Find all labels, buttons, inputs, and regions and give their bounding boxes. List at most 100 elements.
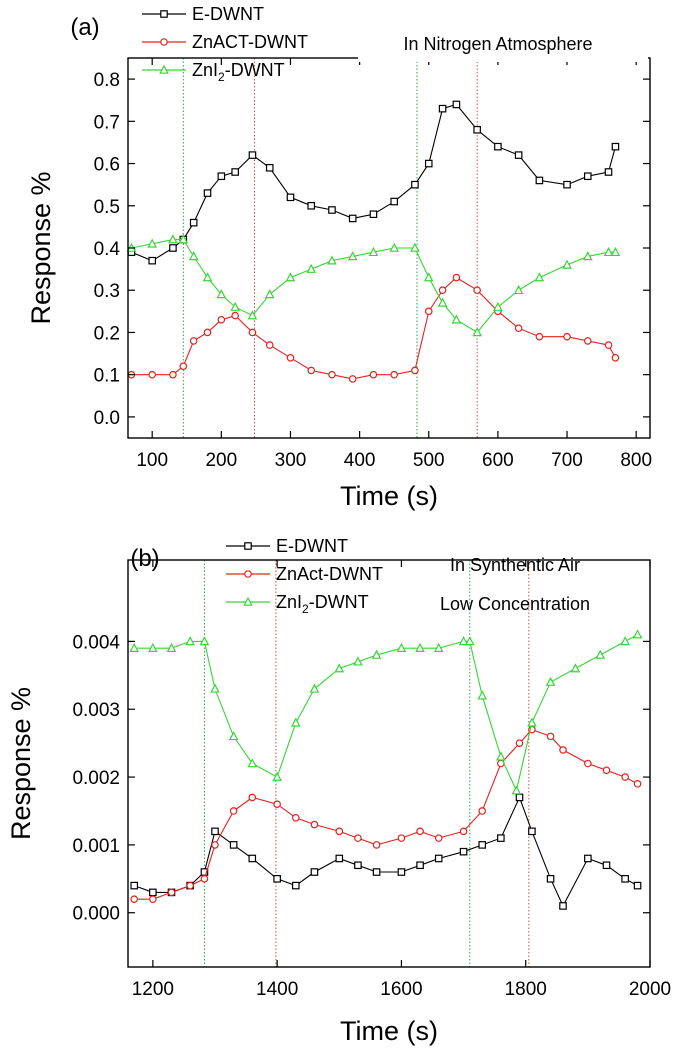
data-point xyxy=(411,366,419,375)
x-tick-label: 800 xyxy=(620,450,652,471)
data-point xyxy=(247,758,258,768)
data-point xyxy=(604,168,613,176)
data-point xyxy=(535,332,544,341)
data-point xyxy=(129,642,140,652)
x-tick-label: 1400 xyxy=(256,979,298,1000)
data-point xyxy=(272,771,282,781)
x-tick-label: 1800 xyxy=(505,979,547,1000)
plot-frame xyxy=(127,559,651,968)
data-point xyxy=(167,888,176,897)
data-point xyxy=(130,895,139,903)
data-point xyxy=(290,717,301,727)
data-point xyxy=(451,314,462,324)
data-point xyxy=(610,246,621,257)
data-point xyxy=(562,259,572,269)
x-tick-label: 1200 xyxy=(132,979,174,1000)
data-point xyxy=(397,834,406,842)
data-point xyxy=(327,255,337,265)
data-point xyxy=(602,861,611,870)
panel-label: (a) xyxy=(70,14,99,41)
data-point xyxy=(595,649,606,659)
data-point xyxy=(285,272,296,282)
data-point xyxy=(472,327,482,337)
data-point xyxy=(248,151,257,159)
series-line xyxy=(131,276,616,380)
data-point xyxy=(416,861,424,870)
data-point xyxy=(473,125,481,134)
data-point xyxy=(464,636,475,646)
data-point xyxy=(354,861,362,870)
data-point xyxy=(604,341,613,349)
data-point xyxy=(210,683,220,693)
data-point xyxy=(546,732,555,741)
data-point xyxy=(228,731,239,741)
data-point xyxy=(148,370,156,379)
data-point xyxy=(179,362,188,371)
data-point xyxy=(390,197,398,206)
data-point xyxy=(621,773,629,781)
data-point xyxy=(452,273,461,282)
x-tick-label: 1600 xyxy=(380,979,422,1000)
data-point xyxy=(231,168,239,176)
legend-label: ZnI2-DWNT xyxy=(192,60,285,84)
data-point xyxy=(247,310,258,320)
data-point xyxy=(169,370,177,379)
data-point xyxy=(477,690,488,700)
data-point xyxy=(248,793,257,802)
y-tick-label: 0.4 xyxy=(94,239,121,260)
data-point xyxy=(434,834,443,842)
data-point xyxy=(611,142,620,151)
data-point xyxy=(513,284,524,295)
data-point xyxy=(371,649,382,659)
data-point xyxy=(478,807,487,815)
data-point xyxy=(148,256,156,265)
legend-marker xyxy=(244,570,252,578)
data-point xyxy=(310,820,319,829)
data-point xyxy=(497,834,505,842)
data-point xyxy=(527,717,537,727)
data-point xyxy=(563,332,571,341)
x-tick-label: 300 xyxy=(275,450,307,471)
data-point xyxy=(309,683,320,693)
chart-panel: 1200 1400 1600 1800 2000 0.000 0.001 0.002 0.003… xyxy=(6,536,671,1046)
annotation: Low Concentration xyxy=(440,594,590,614)
data-point xyxy=(459,827,468,836)
data-point xyxy=(230,301,240,311)
data-point xyxy=(335,854,344,863)
data-point xyxy=(203,189,212,197)
data-point xyxy=(248,328,257,337)
data-point xyxy=(496,751,506,761)
data-point xyxy=(583,337,592,345)
data-point xyxy=(633,780,642,788)
data-point xyxy=(437,297,448,307)
legend-marker xyxy=(244,542,252,550)
data-point xyxy=(478,841,487,849)
y-tick-label: 0.001 xyxy=(72,836,120,857)
data-point xyxy=(307,201,316,210)
data-point xyxy=(416,827,424,836)
legend-label: ZnI2-DWNT xyxy=(276,592,369,616)
data-point xyxy=(334,663,345,673)
data-point xyxy=(511,785,522,795)
series-line xyxy=(134,728,638,900)
data-point xyxy=(347,251,358,261)
data-point xyxy=(633,881,642,890)
data-point xyxy=(570,663,581,673)
data-point xyxy=(415,642,425,652)
data-point xyxy=(211,841,219,849)
legend-marker xyxy=(160,10,168,18)
legend-label: ZnACT-DWNT xyxy=(192,32,308,52)
data-point xyxy=(217,315,226,324)
y-tick-label: 0.003 xyxy=(72,700,120,721)
data-point xyxy=(348,214,357,223)
data-point xyxy=(203,328,212,337)
data-point xyxy=(166,642,177,652)
data-point xyxy=(291,813,300,822)
data-point xyxy=(434,854,443,863)
data-point xyxy=(148,642,158,652)
data-point xyxy=(307,366,316,375)
data-point xyxy=(354,834,362,842)
panel-label: (b) xyxy=(130,545,159,572)
data-point xyxy=(130,881,139,890)
